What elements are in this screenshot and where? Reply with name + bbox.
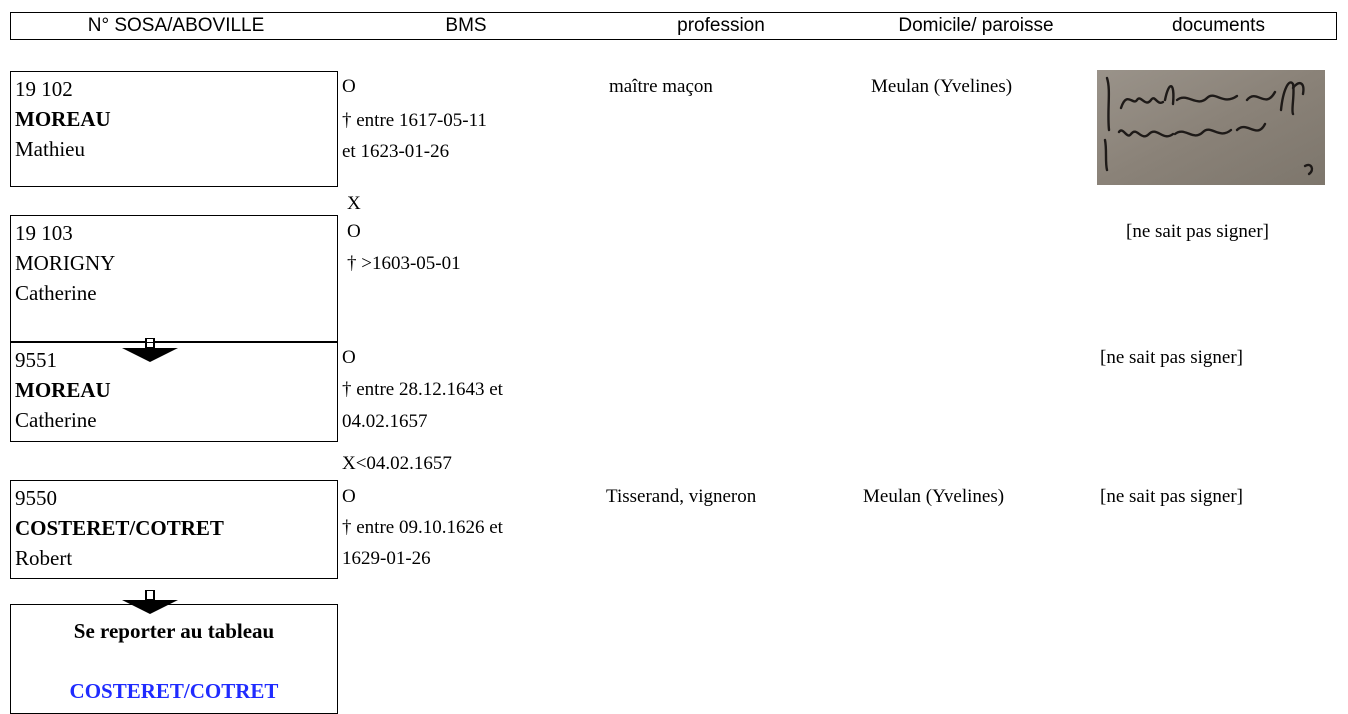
death-line-1: † entre 09.10.1626 et bbox=[342, 517, 503, 538]
person-surname: MOREAU bbox=[15, 107, 111, 131]
birth-symbol: O bbox=[342, 76, 356, 97]
person-firstname: Robert bbox=[15, 546, 73, 570]
domicile: Meulan (Yvelines) bbox=[863, 486, 1005, 507]
death-line-2: 1629-01-26 bbox=[342, 548, 431, 569]
down-arrow-icon bbox=[122, 590, 178, 614]
reference-label: Se reporter au tableau bbox=[73, 619, 275, 643]
person-surname: COSTERET/COTRET bbox=[15, 516, 224, 540]
person-firstname: Catherine bbox=[15, 281, 97, 305]
reference-link[interactable]: COSTERET/COTRET bbox=[69, 679, 279, 703]
document-note: [ne sait pas signer] bbox=[1126, 221, 1269, 242]
person-surname: MORIGNY bbox=[15, 251, 116, 275]
reference-box: Se reporter au tableau COSTERET/COTRET bbox=[10, 604, 338, 714]
person-number: 9551 bbox=[15, 348, 57, 372]
person-box-19103: 19 103 MORIGNY Catherine bbox=[10, 215, 338, 342]
marriage-date: X<04.02.1657 bbox=[342, 453, 452, 474]
birth-symbol: O bbox=[342, 486, 356, 507]
profession: maître maçon bbox=[609, 76, 713, 97]
person-number: 19 103 bbox=[15, 221, 73, 245]
header-profession: profession bbox=[677, 15, 765, 36]
birth-symbol: O bbox=[347, 221, 361, 242]
profession: Tisserand, vigneron bbox=[606, 486, 757, 507]
header-sosa: N° SOSA/ABOVILLE bbox=[87, 15, 265, 36]
person-firstname: Mathieu bbox=[15, 137, 85, 161]
death-line-2: et 1623-01-26 bbox=[342, 141, 450, 162]
death-line-2: 04.02.1657 bbox=[342, 411, 428, 432]
person-number: 9550 bbox=[15, 486, 57, 510]
signature-image bbox=[1097, 70, 1325, 185]
marriage-symbol: X bbox=[347, 193, 361, 214]
domicile: Meulan (Yvelines) bbox=[871, 76, 1013, 97]
birth-symbol: O bbox=[342, 347, 356, 368]
death-line-1: † entre 28.12.1643 et bbox=[342, 379, 503, 400]
document-note: [ne sait pas signer] bbox=[1100, 347, 1243, 368]
person-box-9550: 9550 COSTERET/COTRET Robert bbox=[10, 480, 338, 579]
death-line-1: † >1603-05-01 bbox=[347, 253, 461, 274]
death-line-1: † entre 1617-05-11 bbox=[342, 110, 487, 131]
down-arrow-icon bbox=[122, 338, 178, 362]
header-documents: documents bbox=[1172, 15, 1265, 36]
header-bms: BMS bbox=[445, 15, 487, 36]
document-note: [ne sait pas signer] bbox=[1100, 486, 1243, 507]
person-number: 19 102 bbox=[15, 77, 73, 101]
header-domicile: Domicile/ paroisse bbox=[898, 15, 1054, 36]
person-box-9551: 9551 MOREAU Catherine bbox=[10, 342, 338, 442]
person-firstname: Catherine bbox=[15, 408, 97, 432]
person-box-19102: 19 102 MOREAU Mathieu bbox=[10, 71, 338, 187]
table-header: N° SOSA/ABOVILLE BMS profession Domicile… bbox=[10, 12, 1337, 40]
person-surname: MOREAU bbox=[15, 378, 111, 402]
